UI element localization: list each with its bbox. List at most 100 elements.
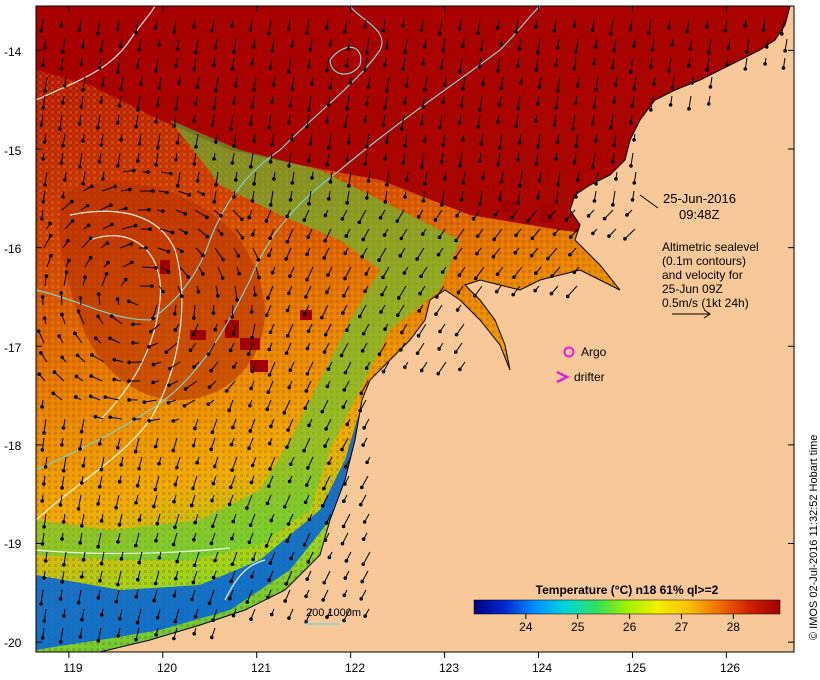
velocity-arrow-head — [537, 85, 542, 89]
velocity-arrow — [364, 57, 368, 70]
velocity-arrow-head — [113, 184, 118, 189]
velocity-arrow-head — [266, 390, 271, 394]
velocity-arrow-head — [97, 66, 102, 70]
velocity-arrow — [121, 225, 136, 230]
velocity-arrow-head — [400, 127, 404, 131]
velocity-arrow — [379, 342, 387, 355]
velocity-arrow-head — [119, 557, 124, 561]
velocity-arrow-head — [211, 618, 215, 623]
velocity-arrow — [575, 133, 579, 146]
velocity-arrow-head — [690, 81, 694, 85]
velocity-arrow-head — [192, 119, 196, 123]
velocity-arrow — [363, 323, 370, 334]
velocity-arrow-head — [77, 28, 82, 32]
velocity-arrow-head — [70, 219, 75, 223]
velocity-arrow-head — [175, 141, 180, 145]
velocity-arrow-head — [134, 500, 138, 505]
velocity-arrow — [250, 513, 256, 526]
velocity-arrow — [612, 190, 616, 205]
velocity-arrow-head — [58, 640, 63, 644]
velocity-arrow-head — [344, 64, 349, 68]
velocity-arrow-head — [288, 462, 293, 467]
velocity-arrow — [119, 243, 132, 249]
velocity-arrow-head — [81, 139, 85, 143]
velocity-arrow — [230, 570, 236, 582]
velocity-arrow-head — [135, 577, 140, 582]
velocity-arrow-head — [172, 312, 177, 316]
velocity-arrow-head — [285, 445, 289, 449]
velocity-arrow — [746, 38, 750, 52]
colorbar-tick-label: 26 — [622, 620, 637, 634]
velocity-arrow-head — [623, 236, 627, 241]
velocity-arrow-head — [229, 579, 233, 584]
velocity-arrow-head — [39, 123, 44, 127]
velocity-arrow — [324, 228, 332, 241]
velocity-arrow-head — [401, 67, 406, 71]
velocity-arrow — [41, 532, 45, 544]
velocity-arrow-head — [39, 602, 43, 606]
velocity-arrow-head — [441, 143, 446, 147]
velocity-arrow-head — [302, 542, 307, 547]
velocity-arrow-head — [267, 578, 271, 583]
velocity-arrow-head — [180, 294, 184, 299]
velocity-arrow — [111, 315, 123, 325]
velocity-arrow — [269, 361, 276, 376]
velocity-arrow — [724, 19, 728, 31]
velocity-arrow-head — [554, 200, 559, 204]
velocity-arrow-head — [517, 141, 522, 145]
velocity-arrow-head — [112, 377, 116, 382]
coastal-cold-water — [36, 380, 380, 650]
velocity-arrow-head — [42, 576, 46, 580]
velocity-arrow-head — [264, 219, 269, 223]
velocity-arrow-head — [237, 271, 242, 276]
velocity-arrow-head — [548, 215, 552, 219]
velocity-arrow — [519, 171, 523, 186]
velocity-arrow-head — [381, 275, 385, 280]
velocity-arrow-head — [80, 45, 85, 49]
velocity-arrow-head — [157, 555, 162, 560]
velocity-arrow — [173, 114, 177, 126]
velocity-arrow-head — [264, 544, 269, 548]
velocity-arrow-head — [190, 597, 194, 602]
velocity-arrow — [570, 228, 579, 238]
velocity-arrow-head — [252, 88, 256, 92]
velocity-arrow — [593, 95, 597, 107]
velocity-arrow-head — [40, 499, 44, 503]
velocity-arrow-head — [341, 524, 346, 529]
velocity-arrow — [117, 570, 122, 585]
velocity-arrow-head — [481, 82, 485, 86]
velocity-arrow — [193, 323, 199, 335]
velocity-arrow — [364, 152, 368, 164]
velocity-arrow-head — [415, 351, 420, 355]
velocity-arrow-head — [343, 482, 347, 486]
velocity-arrow-head — [625, 213, 629, 217]
velocity-arrow-head — [236, 254, 241, 258]
velocity-arrow-head — [471, 217, 476, 221]
velocity-arrow-head — [192, 631, 196, 636]
velocity-arrow-head — [148, 329, 153, 334]
velocity-arrow-head — [284, 582, 289, 586]
velocity-arrow — [435, 304, 443, 315]
velocity-arrow-head — [196, 290, 201, 294]
velocity-arrow-head — [126, 299, 131, 304]
colorbar-ticks — [525, 614, 734, 619]
velocity-arrow-head — [270, 143, 275, 147]
lon-label: 122 — [344, 661, 366, 675]
velocity-arrow — [346, 190, 350, 203]
velocity-arrow-head — [473, 276, 478, 281]
velocity-arrow-head — [79, 429, 84, 434]
velocity-arrow — [266, 532, 273, 547]
velocity-arrow-head — [128, 187, 132, 192]
velocity-arrow — [81, 513, 85, 526]
velocity-arrow-head — [310, 176, 314, 180]
velocity-arrow — [46, 255, 52, 268]
velocity-arrow-head — [342, 618, 346, 623]
velocity-arrow-head — [305, 31, 309, 35]
velocity-arrow — [194, 209, 208, 218]
velocity-arrow-head — [77, 122, 82, 126]
velocity-arrow — [63, 551, 67, 565]
velocity-arrow — [135, 114, 139, 127]
velocity-arrow — [135, 627, 140, 640]
velocity-arrow-head — [572, 270, 577, 274]
